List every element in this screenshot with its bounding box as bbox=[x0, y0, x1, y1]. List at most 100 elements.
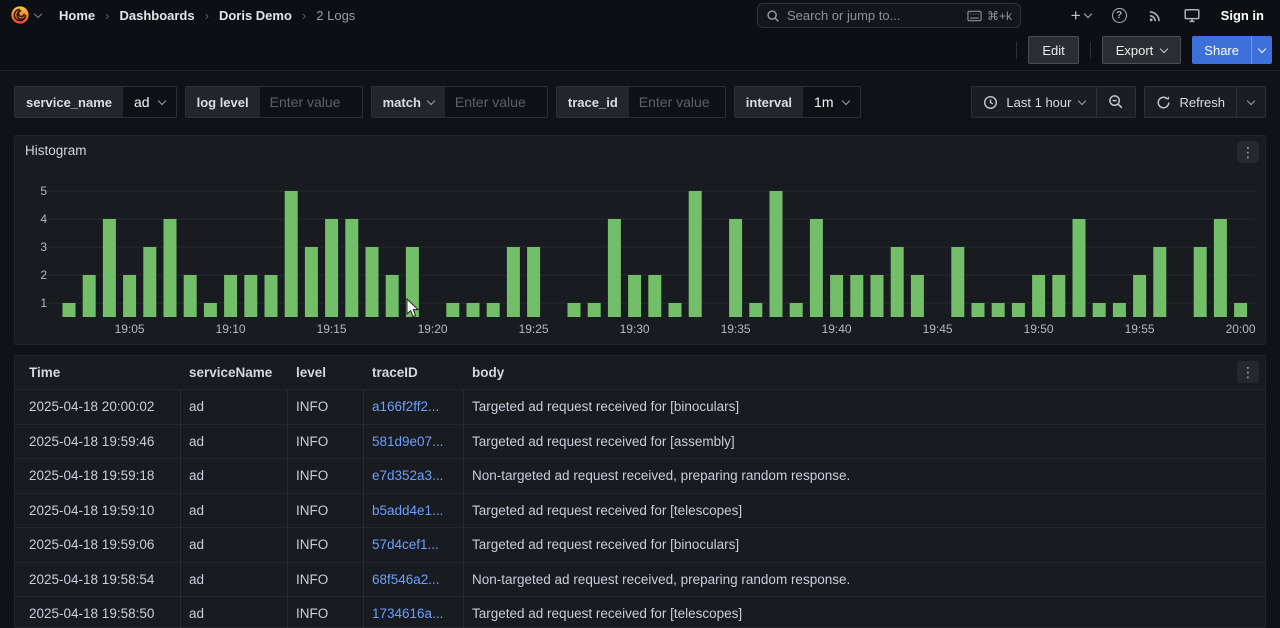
histogram-bar[interactable] bbox=[890, 247, 904, 317]
help-button[interactable]: ? bbox=[1111, 7, 1127, 23]
org-switcher[interactable] bbox=[10, 5, 43, 25]
histogram-bar[interactable] bbox=[527, 247, 541, 317]
column-header-traceid[interactable]: traceID bbox=[372, 365, 418, 380]
histogram-bar[interactable] bbox=[567, 303, 581, 317]
histogram-bar[interactable] bbox=[183, 275, 197, 317]
histogram-bar[interactable] bbox=[1092, 303, 1106, 317]
interval-select[interactable]: 1m bbox=[803, 87, 859, 117]
panel-menu-button[interactable]: ⋮ bbox=[1237, 141, 1259, 163]
histogram-bar[interactable] bbox=[143, 247, 157, 317]
histogram-bar[interactable] bbox=[749, 303, 763, 317]
refresh-button[interactable]: Refresh bbox=[1145, 87, 1236, 117]
histogram-bar[interactable] bbox=[809, 219, 823, 317]
breadcrumb-item[interactable]: Doris Demo bbox=[218, 7, 292, 23]
nav-actions: + ? Sign in bbox=[1071, 0, 1264, 30]
histogram-bar[interactable] bbox=[345, 219, 359, 317]
histogram-bar[interactable] bbox=[648, 275, 662, 317]
service-name-select[interactable]: ad bbox=[123, 87, 176, 117]
histogram-bar[interactable] bbox=[1112, 303, 1126, 317]
histogram-bar[interactable] bbox=[951, 247, 965, 317]
column-header-level[interactable]: level bbox=[296, 365, 327, 380]
breadcrumb-item[interactable]: Home bbox=[59, 7, 96, 23]
histogram-bar[interactable] bbox=[224, 275, 238, 317]
log-level-input[interactable] bbox=[259, 87, 362, 117]
histogram-bar[interactable] bbox=[203, 303, 217, 317]
histogram-bar[interactable] bbox=[1153, 247, 1167, 317]
share-menu-button[interactable] bbox=[1251, 36, 1272, 64]
histogram-bar[interactable] bbox=[1011, 303, 1025, 317]
histogram-bar[interactable] bbox=[405, 247, 419, 317]
refresh-interval-button[interactable] bbox=[1236, 87, 1265, 117]
histogram-bar[interactable] bbox=[506, 247, 520, 317]
histogram-bar[interactable] bbox=[82, 275, 96, 317]
histogram-bar[interactable] bbox=[1052, 275, 1066, 317]
trace-id-link[interactable]: 57d4cef1... bbox=[372, 537, 439, 553]
histogram-bar[interactable] bbox=[991, 303, 1005, 317]
histogram-bar[interactable] bbox=[688, 191, 702, 317]
histogram-bar[interactable] bbox=[1133, 275, 1147, 317]
histogram-bar[interactable] bbox=[1072, 219, 1086, 317]
screen-button[interactable] bbox=[1184, 8, 1200, 23]
breadcrumb-item[interactable]: Dashboards bbox=[119, 7, 195, 23]
trace-id-link[interactable]: e7d352a3... bbox=[372, 468, 444, 484]
histogram-bar[interactable] bbox=[870, 275, 884, 317]
histogram-bar[interactable] bbox=[466, 303, 480, 317]
column-header-time[interactable]: Time bbox=[29, 365, 61, 380]
histogram-bar[interactable] bbox=[385, 275, 399, 317]
histogram-bar[interactable] bbox=[830, 275, 844, 317]
trace-id-link[interactable]: a166f2ff2... bbox=[372, 399, 440, 415]
zoom-out-button[interactable] bbox=[1096, 87, 1135, 117]
histogram-bar[interactable] bbox=[244, 275, 258, 317]
column-header-servicename[interactable]: serviceName bbox=[189, 365, 273, 380]
histogram-bar[interactable] bbox=[102, 219, 116, 317]
histogram-bar[interactable] bbox=[789, 303, 803, 317]
trace-id-link[interactable]: 68f546a2... bbox=[372, 571, 440, 587]
histogram-bar[interactable] bbox=[486, 303, 500, 317]
histogram-bar[interactable] bbox=[971, 303, 985, 317]
trace-id-link[interactable]: b5add4e1... bbox=[372, 502, 444, 518]
sign-in-button[interactable]: Sign in bbox=[1220, 7, 1264, 23]
trace-id-link[interactable]: 581d9e07... bbox=[372, 433, 444, 449]
histogram-bar[interactable] bbox=[304, 247, 318, 317]
histogram-bar[interactable] bbox=[264, 275, 278, 317]
chevron-down-icon bbox=[426, 96, 436, 105]
histogram-bar[interactable] bbox=[365, 247, 379, 317]
histogram-bar[interactable] bbox=[910, 275, 924, 317]
histogram-bar[interactable] bbox=[607, 219, 621, 317]
export-button[interactable]: Export bbox=[1101, 36, 1182, 64]
histogram-bar[interactable] bbox=[850, 275, 864, 317]
match-input[interactable] bbox=[444, 87, 547, 117]
histogram-bar[interactable] bbox=[729, 219, 743, 317]
histogram-bar[interactable] bbox=[1213, 219, 1227, 317]
match-select[interactable]: match bbox=[371, 87, 445, 117]
histogram-bar[interactable] bbox=[668, 303, 682, 317]
histogram-bar[interactable] bbox=[123, 275, 137, 317]
table-cell: 2025-04-18 19:59:46 bbox=[15, 424, 181, 458]
time-range-button[interactable]: Last 1 hour bbox=[972, 87, 1096, 117]
panel-menu-button[interactable]: ⋮ bbox=[1237, 361, 1259, 383]
trace-id-input[interactable] bbox=[628, 87, 725, 117]
search-input[interactable]: Search or jump to... ⌘+k bbox=[757, 3, 1021, 28]
histogram-bar[interactable] bbox=[163, 219, 177, 317]
share-button[interactable]: Share bbox=[1192, 36, 1251, 64]
histogram-bar[interactable] bbox=[1193, 247, 1207, 317]
trace-id-link[interactable]: 1734616a... bbox=[372, 606, 444, 622]
histogram-bar[interactable] bbox=[62, 303, 76, 317]
histogram-bar[interactable] bbox=[1032, 275, 1046, 317]
histogram-bar[interactable] bbox=[284, 191, 298, 317]
histogram-bar[interactable] bbox=[587, 303, 601, 317]
add-new-button[interactable]: + bbox=[1071, 7, 1092, 24]
histogram-bar[interactable] bbox=[325, 219, 339, 317]
news-button[interactable] bbox=[1148, 8, 1163, 23]
edit-button[interactable]: Edit bbox=[1028, 36, 1079, 64]
histogram-bar[interactable] bbox=[1234, 303, 1248, 317]
histogram-bar[interactable] bbox=[628, 275, 642, 317]
histogram-bar[interactable] bbox=[446, 303, 460, 317]
zoom-out-icon bbox=[1108, 94, 1124, 110]
grafana-logo-icon bbox=[11, 6, 29, 24]
column-header-body[interactable]: body bbox=[472, 365, 505, 380]
refresh-icon bbox=[1156, 95, 1171, 110]
breadcrumb-item[interactable]: 2 Logs bbox=[316, 7, 356, 23]
time-range-label: Last 1 hour bbox=[1006, 94, 1072, 110]
histogram-bar[interactable] bbox=[769, 191, 783, 317]
